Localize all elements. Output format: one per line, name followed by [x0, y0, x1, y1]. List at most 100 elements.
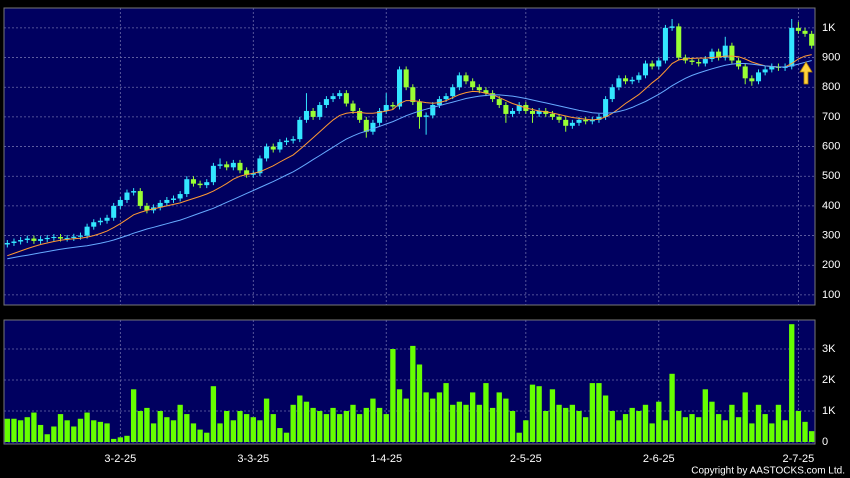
volume-bar	[636, 410, 642, 442]
candle-body	[583, 119, 589, 122]
volume-bar	[516, 432, 522, 442]
candle-body	[250, 173, 256, 175]
arrow-icon	[799, 61, 813, 85]
candle-body	[496, 99, 502, 106]
candle-body	[350, 103, 356, 111]
volume-bar	[489, 407, 496, 442]
candle-body	[84, 226, 90, 236]
volume-bar	[337, 414, 343, 442]
copyright: Copyright by AASTOCKS.com Ltd.	[691, 466, 845, 477]
volume-bar	[237, 410, 243, 442]
candle-body	[184, 179, 190, 195]
candle-body	[450, 87, 456, 97]
y-tick-label: 500	[822, 170, 840, 182]
volume-bar	[709, 401, 715, 442]
y-tick-label: 400	[822, 200, 840, 212]
candle-body	[277, 142, 283, 150]
candle-body	[343, 93, 349, 104]
volume-bar	[177, 404, 183, 442]
volume-bar	[323, 414, 330, 442]
volume-bar	[283, 432, 290, 442]
candle-body	[44, 237, 50, 240]
candle-body	[529, 110, 536, 114]
candle-body	[77, 235, 83, 237]
candle-body	[91, 222, 97, 227]
volume-bar	[583, 417, 589, 442]
candle-body	[237, 162, 243, 171]
volume-bar	[111, 438, 117, 442]
candle-body	[742, 66, 748, 79]
price-panel	[3, 7, 816, 306]
candle-body	[370, 122, 376, 132]
candle-body	[31, 238, 37, 241]
volume-bar	[64, 420, 70, 442]
volume-bar	[735, 417, 742, 442]
candle-body	[470, 81, 476, 88]
y-tick-label: 600	[822, 140, 840, 152]
candle-body	[569, 122, 575, 126]
volume-bar	[689, 414, 695, 442]
candle-body	[363, 119, 369, 132]
candle-body	[217, 164, 223, 166]
volume-bar	[656, 401, 662, 442]
volume-bar	[204, 432, 210, 442]
candle-body	[483, 90, 489, 94]
plot-layer: 100 200 300 400 500 600 700 800 900 1K 0 1K 2K 3K 3-2-…	[4, 8, 840, 465]
volume-bar	[576, 410, 582, 442]
volume-bar	[31, 412, 37, 442]
y-tick-label: 3K	[822, 343, 836, 355]
volume-bar	[609, 410, 615, 442]
volume-bar	[662, 420, 669, 442]
volume-bar	[310, 407, 316, 442]
candle-body	[197, 183, 203, 186]
candle-body	[762, 69, 768, 73]
candle-body	[190, 179, 196, 184]
volume-bar	[496, 392, 502, 442]
y-tick-label: 100	[822, 289, 840, 301]
candle-body	[303, 110, 309, 120]
volume-bar	[543, 410, 549, 442]
candle-body	[337, 93, 343, 97]
y-tick-label: 1K	[822, 22, 836, 34]
candle-body	[789, 27, 795, 67]
volume-bar	[556, 404, 562, 442]
volume-bar	[410, 345, 416, 442]
y-tick-label: 200	[822, 259, 840, 271]
volume-bar	[742, 392, 748, 442]
volume-bar	[277, 428, 283, 442]
candle-body	[463, 75, 469, 82]
volume-bar	[563, 407, 569, 442]
volume-bar	[629, 407, 635, 442]
volume-bar	[696, 417, 702, 442]
candle-body	[57, 237, 64, 239]
candle-body	[809, 33, 815, 46]
candle-body	[755, 72, 762, 82]
x-tick-label: 3-3-25	[237, 453, 269, 465]
volume-bar	[676, 410, 682, 442]
candle-body	[596, 116, 602, 120]
volume-bar	[523, 420, 529, 442]
volume-bar	[416, 364, 423, 442]
candle-body	[64, 237, 70, 239]
candle-body	[11, 241, 17, 243]
volume-bar	[782, 420, 788, 442]
candle-body	[676, 26, 682, 58]
volume-bar	[390, 348, 396, 442]
volume-bar	[649, 423, 655, 442]
volume-bar	[809, 431, 815, 442]
candle-body	[649, 63, 655, 67]
volume-bar	[230, 420, 236, 442]
volume-bar	[130, 389, 137, 442]
candle-body	[589, 119, 595, 122]
volume-bar	[343, 410, 350, 442]
volume-bar	[702, 389, 708, 442]
y-tick-label: 800	[822, 81, 840, 93]
volume-bar	[396, 389, 403, 442]
volume-bar	[44, 434, 50, 442]
candle-body	[696, 62, 702, 64]
candle-body	[124, 192, 130, 200]
volume-bar	[802, 421, 808, 442]
volume-bar	[642, 404, 649, 442]
volume-bar	[370, 398, 376, 442]
candle-body	[390, 105, 396, 107]
